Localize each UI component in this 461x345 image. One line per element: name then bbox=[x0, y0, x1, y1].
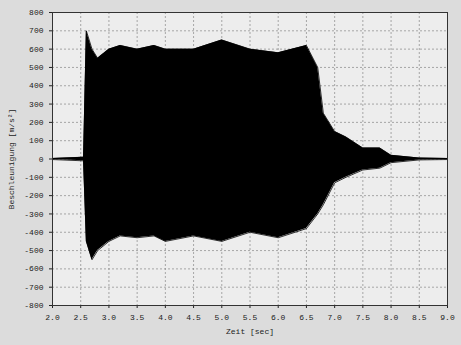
svg-text:-400: -400 bbox=[24, 228, 43, 237]
svg-text:4.0: 4.0 bbox=[158, 313, 173, 322]
svg-text:800: 800 bbox=[29, 8, 44, 17]
svg-text:400: 400 bbox=[29, 81, 44, 90]
svg-text:-700: -700 bbox=[24, 283, 43, 292]
svg-text:100: 100 bbox=[29, 136, 44, 145]
svg-text:Beschleunigung [m/s²]: Beschleunigung [m/s²] bbox=[7, 109, 16, 210]
svg-text:-600: -600 bbox=[24, 264, 43, 273]
svg-text:7.0: 7.0 bbox=[327, 313, 342, 322]
svg-text:3.5: 3.5 bbox=[130, 313, 145, 322]
svg-text:3.0: 3.0 bbox=[102, 313, 117, 322]
svg-text:-200: -200 bbox=[24, 191, 43, 200]
svg-text:300: 300 bbox=[29, 100, 44, 109]
svg-text:200: 200 bbox=[29, 118, 44, 127]
svg-text:4.5: 4.5 bbox=[186, 313, 201, 322]
svg-text:8.5: 8.5 bbox=[412, 313, 427, 322]
svg-text:6.5: 6.5 bbox=[299, 313, 314, 322]
svg-text:Zeit [sec]: Zeit [sec] bbox=[226, 327, 274, 336]
svg-text:700: 700 bbox=[29, 26, 44, 35]
svg-text:9.0: 9.0 bbox=[440, 313, 455, 322]
svg-text:-500: -500 bbox=[24, 246, 43, 255]
svg-text:8.0: 8.0 bbox=[384, 313, 399, 322]
svg-text:-100: -100 bbox=[24, 173, 43, 182]
svg-text:5.5: 5.5 bbox=[243, 313, 258, 322]
svg-text:-300: -300 bbox=[24, 209, 43, 218]
svg-text:5.0: 5.0 bbox=[215, 313, 230, 322]
svg-text:7.5: 7.5 bbox=[356, 313, 371, 322]
svg-text:2.0: 2.0 bbox=[45, 313, 60, 322]
svg-text:-800: -800 bbox=[24, 301, 43, 310]
svg-text:2.5: 2.5 bbox=[74, 313, 89, 322]
svg-text:600: 600 bbox=[29, 45, 44, 54]
svg-text:6.0: 6.0 bbox=[271, 313, 286, 322]
svg-text:0: 0 bbox=[39, 155, 44, 164]
svg-text:500: 500 bbox=[29, 63, 44, 72]
